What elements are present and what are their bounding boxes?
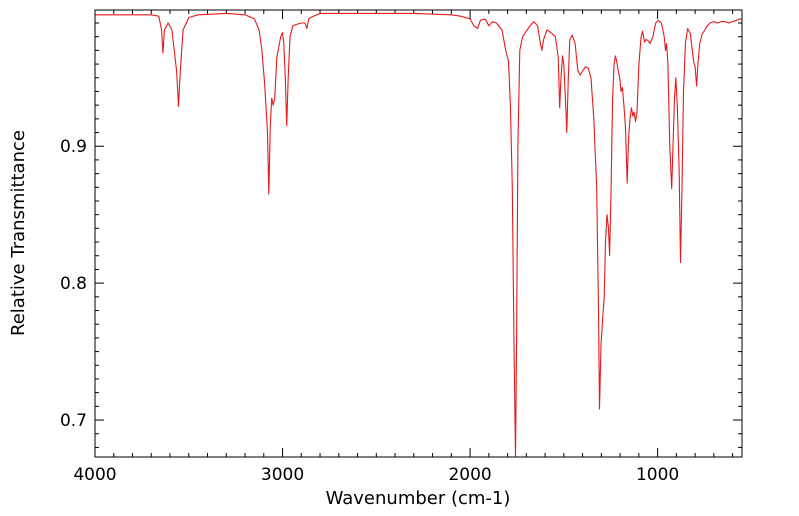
spectrum-line (95, 12, 742, 458)
plot-background (95, 10, 742, 457)
minor-ticks (95, 10, 742, 457)
x-tick-labels: 4000 3000 2000 1000 (73, 465, 679, 485)
y-tick-label: 0.9 (60, 137, 87, 157)
x-tick-label: 3000 (261, 465, 304, 485)
x-tick-label: 2000 (448, 465, 491, 485)
y-tick-label: 0.8 (60, 274, 87, 294)
major-ticks (94, 10, 742, 457)
plot-frame (94, 9, 743, 458)
y-tick-label: 0.7 (60, 411, 87, 431)
y-tick-labels: 0.7 0.8 0.9 (60, 137, 87, 431)
x-tick-label: 4000 (73, 465, 116, 485)
x-axis-label: Wavenumber (cm-1) (326, 488, 511, 509)
x-tick-label: 1000 (636, 465, 679, 485)
y-axis-label: Relative Transmittance (8, 130, 29, 336)
